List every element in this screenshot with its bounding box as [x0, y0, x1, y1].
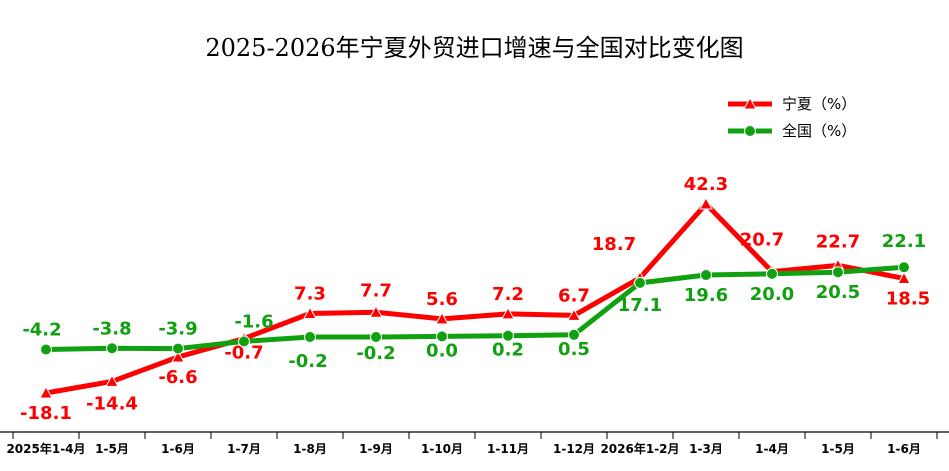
x-tick-label: 1-6月 — [887, 442, 921, 456]
x-tick-label: 2026年1-2月 — [600, 441, 679, 456]
national-point — [370, 330, 382, 343]
national-point — [238, 335, 250, 348]
ningxia-data-label: 20.7 — [740, 230, 784, 251]
ningxia-point — [699, 196, 713, 210]
national-point — [634, 276, 646, 289]
national-data-label: 20.0 — [750, 284, 794, 305]
ningxia-data-label: -18.1 — [20, 403, 72, 424]
x-tick-label: 2025年1-4月 — [6, 441, 85, 456]
national-data-label: 22.1 — [882, 231, 926, 252]
x-tick-label: 1-10月 — [421, 442, 463, 456]
national-data-label: 20.5 — [816, 282, 860, 303]
x-tick-label: 1-8月 — [293, 442, 327, 456]
ningxia-point — [501, 306, 515, 320]
national-data-label: 19.6 — [684, 285, 728, 306]
x-tick-label: 1-12月 — [553, 442, 595, 456]
x-tick-label: 1-5月 — [821, 442, 855, 456]
national-data-label: -4.2 — [22, 320, 61, 341]
national-point — [304, 330, 316, 343]
national-point — [436, 330, 448, 343]
national-point — [568, 328, 580, 341]
ningxia-data-label: 7.2 — [492, 284, 524, 305]
ningxia-point — [435, 311, 449, 325]
ningxia-data-label: 7.3 — [294, 284, 326, 305]
legend-ningxia: 宁夏（%） — [782, 95, 856, 113]
national-data-label: 17.1 — [618, 295, 662, 316]
national-point — [172, 342, 184, 355]
x-tick-label: 1-4月 — [755, 442, 789, 456]
ningxia-data-label: -6.6 — [158, 367, 197, 388]
national-data-label: -3.9 — [158, 319, 197, 340]
ningxia-point — [897, 271, 911, 284]
national-data-label: -0.2 — [356, 343, 395, 364]
ningxia-data-label: 42.3 — [684, 174, 728, 195]
chart-title: 2025-2026年宁夏外贸进口增速与全国对比变化图 — [205, 34, 744, 62]
national-data-label: -3.8 — [92, 318, 131, 339]
legend-marker — [743, 96, 757, 110]
national-data-label: -1.6 — [234, 311, 273, 332]
ningxia-data-label: -0.7 — [224, 343, 263, 364]
national-series-line — [45, 264, 905, 353]
national-point — [832, 266, 844, 279]
ningxia-point — [105, 374, 119, 387]
x-tick-label: 1-5月 — [95, 442, 129, 456]
ningxia-point — [369, 305, 383, 318]
national-point — [700, 269, 712, 282]
national-point — [106, 342, 118, 355]
ningxia-point — [39, 385, 53, 399]
national-data-label: 0.0 — [426, 340, 458, 361]
x-tick-label: 1-11月 — [487, 442, 529, 456]
national-data-label: -0.2 — [288, 351, 327, 372]
ningxia-data-label: 18.7 — [592, 234, 636, 255]
x-tick-label: 1-3月 — [689, 442, 723, 456]
legend-national: 全国（%） — [782, 122, 856, 140]
ningxia-data-label: 5.6 — [426, 289, 458, 310]
national-point — [40, 343, 52, 356]
ningxia-data-label: 22.7 — [816, 231, 860, 252]
x-tick-label: 1-9月 — [359, 442, 393, 456]
ningxia-point — [171, 349, 185, 363]
national-point — [502, 329, 514, 342]
x-tick-label: 1-6月 — [161, 442, 195, 456]
ningxia-data-label: 7.7 — [360, 280, 392, 301]
ningxia-series-line — [45, 201, 905, 396]
ningxia-point — [567, 308, 581, 321]
legend-marker — [744, 125, 756, 137]
ningxia-data-label: 6.7 — [558, 285, 590, 306]
national-data-label: 0.2 — [492, 340, 524, 361]
x-tick-label: 1-7月 — [227, 442, 261, 456]
national-data-label: 0.5 — [558, 339, 590, 360]
national-point — [898, 261, 910, 274]
ningxia-data-label: -14.4 — [86, 393, 138, 414]
ningxia-data-label: 18.5 — [886, 288, 930, 309]
ningxia-point — [303, 306, 317, 320]
national-point — [766, 267, 778, 280]
